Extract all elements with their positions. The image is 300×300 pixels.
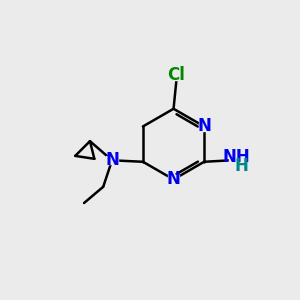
Text: Cl: Cl <box>168 66 185 84</box>
Bar <box>170 70 183 80</box>
Bar <box>199 122 209 130</box>
Bar <box>106 156 118 164</box>
Text: N: N <box>105 151 119 169</box>
Bar <box>168 175 179 184</box>
Bar <box>229 152 247 168</box>
Text: H: H <box>235 157 248 175</box>
Text: NH: NH <box>223 148 250 166</box>
Text: N: N <box>167 170 181 188</box>
Text: N: N <box>197 117 211 135</box>
